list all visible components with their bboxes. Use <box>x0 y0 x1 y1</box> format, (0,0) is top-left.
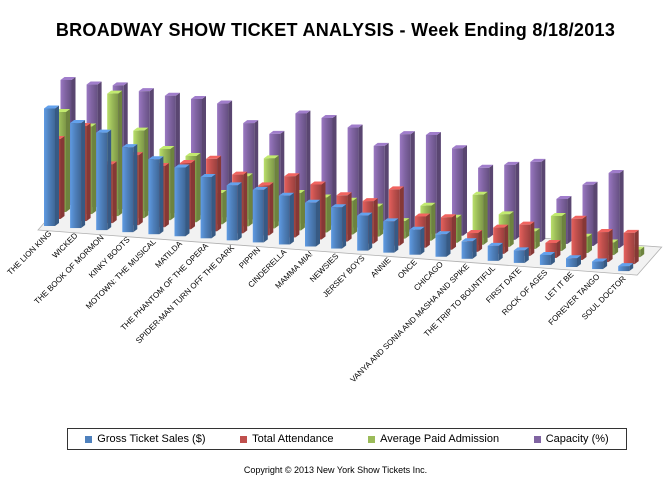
bar-total-attendance-13 <box>388 186 404 246</box>
bar-gross-ticket-sales--7 <box>226 182 242 241</box>
legend-item-gross: Gross Ticket Sales ($) <box>85 433 206 445</box>
legend-label-gross: Gross Ticket Sales ($) <box>97 433 206 445</box>
legend-swatch-avg-admission <box>368 435 376 443</box>
bar-gross-ticket-sales--10 <box>305 199 320 247</box>
bar-gross-ticket-sales--9 <box>278 192 294 245</box>
legend-item-avg-admission: Average Paid Admission <box>368 433 499 445</box>
bar-gross-ticket-sales--5 <box>174 164 190 237</box>
copyright-text: Copyright © 2013 New York Show Tickets I… <box>243 465 428 475</box>
bar-average-paid-admission-2 <box>107 90 123 217</box>
bar-gross-ticket-sales--21 <box>592 258 608 270</box>
bar-average-paid-admission-16 <box>472 191 488 245</box>
legend-swatch-attendance <box>240 435 248 443</box>
bar-total-attendance-19 <box>545 239 561 258</box>
bar-capacity--15 <box>452 145 467 236</box>
bar-capacity--10 <box>321 115 337 226</box>
tick-label-14: ONCE <box>396 258 419 281</box>
chart-legend: Gross Ticket Sales ($) Total Attendance … <box>67 428 627 450</box>
legend-item-capacity: Capacity (%) <box>533 433 609 445</box>
bar-gross-ticket-sales--16 <box>461 238 477 259</box>
bar-total-attendance-22 <box>623 229 639 265</box>
bar-gross-ticket-sales--1 <box>70 120 86 229</box>
bar-capacity--9 <box>295 110 311 224</box>
legend-swatch-capacity <box>533 435 541 443</box>
bar-gross-ticket-sales--12 <box>357 212 373 251</box>
bar-gross-ticket-sales--6 <box>200 174 216 239</box>
chart-title: BROADWAY SHOW TICKET ANALYSIS - Week End… <box>55 20 616 40</box>
tick-label-13: ANNIE <box>369 256 393 280</box>
bar-total-attendance-21 <box>597 229 613 263</box>
bar-gross-ticket-sales--14 <box>409 226 425 255</box>
bar-capacity--20 <box>582 181 598 246</box>
bar-total-attendance-18 <box>519 221 535 256</box>
bar-capacity--17 <box>504 161 520 240</box>
bar-gross-ticket-sales--18 <box>513 247 529 263</box>
bar-capacity--18 <box>530 158 546 242</box>
bar-gross-ticket-sales--22 <box>618 263 634 272</box>
tick-label-0: THE LION KING <box>6 229 54 277</box>
legend-item-attendance: Total Attendance <box>240 433 333 445</box>
bar-capacity--12 <box>373 142 389 230</box>
bar-gross-ticket-sales--15 <box>435 231 451 257</box>
legend-swatch-gross <box>85 435 93 443</box>
bar-capacity--21 <box>608 170 624 249</box>
legend-label-attendance: Total Attendance <box>252 433 334 445</box>
bar-gross-ticket-sales--17 <box>487 242 503 261</box>
bar-gross-ticket-sales--3 <box>122 144 138 233</box>
bar-capacity--11 <box>347 124 363 228</box>
bar-total-attendance-17 <box>493 224 509 254</box>
tick-label-16: VANYA AND SONIA AND MASHA AND SPIKE <box>349 262 471 384</box>
legend-label-capacity: Capacity (%) <box>545 433 609 445</box>
legend-label-avg-admission: Average Paid Admission <box>380 433 500 445</box>
bar-average-paid-admission-19 <box>550 212 566 251</box>
tick-label-8: PIPPIN <box>237 245 262 270</box>
bar-gross-ticket-sales--2 <box>96 129 112 231</box>
bar-gross-ticket-sales--8 <box>252 186 268 243</box>
bar-capacity--14 <box>425 131 441 234</box>
bar-gross-ticket-sales--20 <box>566 255 581 267</box>
bar-gross-ticket-sales--4 <box>148 156 164 235</box>
tick-label-21: FOREVER TANGO <box>547 272 602 327</box>
bar-total-attendance-20 <box>571 215 587 260</box>
bar-gross-ticket-sales--0 <box>44 105 59 226</box>
bar-gross-ticket-sales--19 <box>539 251 555 265</box>
bar-capacity--13 <box>399 131 415 232</box>
bar-gross-ticket-sales--11 <box>331 204 347 249</box>
bar-gross-ticket-sales--13 <box>383 218 399 253</box>
